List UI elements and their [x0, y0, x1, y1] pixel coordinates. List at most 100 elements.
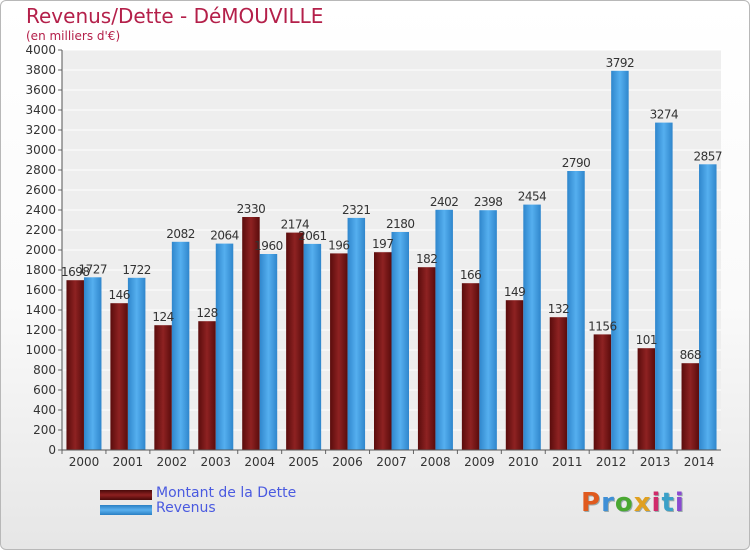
x-tick-label: 2006 — [332, 455, 363, 469]
bar-dette — [242, 217, 260, 450]
bar-dette — [286, 232, 304, 450]
bar-revenus — [171, 241, 190, 450]
data-label-revenus: 2790 — [562, 156, 591, 170]
bar-revenus — [435, 209, 453, 450]
x-tick-label: 2014 — [684, 455, 715, 469]
bar-dette — [110, 303, 128, 450]
data-label-dette: 1156 — [588, 319, 617, 333]
x-tick-label: 2005 — [288, 455, 319, 469]
y-tick-label: 0 — [48, 443, 56, 457]
x-tick-label: 2002 — [157, 455, 188, 469]
legend-swatch-dette — [100, 490, 152, 500]
data-label-dette: 124 — [152, 310, 173, 324]
x-tick-label: 2011 — [552, 455, 583, 469]
x-tick-label: 2001 — [113, 455, 144, 469]
bar-revenus — [303, 243, 322, 450]
y-tick-label: 3400 — [25, 103, 56, 117]
bar-revenus — [347, 217, 366, 450]
legend-label-revenus: Revenus — [156, 500, 216, 516]
data-label-revenus: 2857 — [694, 149, 723, 163]
x-tick-label: 2009 — [464, 455, 495, 469]
x-tick-label: 2007 — [376, 455, 407, 469]
y-tick-label: 200 — [33, 423, 56, 437]
data-label-revenus: 2454 — [518, 190, 547, 204]
y-tick-label: 800 — [33, 363, 56, 377]
bar-revenus — [83, 277, 102, 450]
bar-revenus — [127, 277, 146, 450]
bar-revenus — [391, 232, 409, 450]
data-label-dette: 182 — [416, 252, 437, 266]
x-tick-label: 2000 — [69, 455, 100, 469]
bar-dette — [198, 321, 216, 450]
data-label-dette: 149 — [504, 285, 525, 299]
data-label-dette: 1698 — [61, 265, 90, 279]
bar-dette — [681, 363, 700, 450]
y-tick-label: 2600 — [25, 183, 56, 197]
data-label-dette: 868 — [680, 348, 701, 362]
bar-revenus — [699, 164, 717, 451]
bar-revenus — [523, 204, 541, 450]
bar-revenus — [215, 243, 234, 450]
data-label-revenus: 2180 — [386, 217, 415, 231]
bar-dette — [417, 267, 436, 450]
y-tick-label: 1000 — [25, 343, 56, 357]
data-label-dette: 146 — [108, 288, 129, 302]
data-label-revenus: 2321 — [342, 203, 371, 217]
y-tick-label: 3200 — [25, 123, 56, 137]
data-label-revenus: 3274 — [650, 108, 679, 122]
data-label-dette: 197 — [372, 237, 393, 251]
y-tick-label: 3800 — [25, 63, 56, 77]
bar-dette — [505, 300, 524, 450]
proxiti-logo: Proxiti — [581, 488, 685, 518]
data-label-revenus: 2064 — [210, 229, 239, 243]
bar-dette — [154, 325, 172, 450]
y-tick-label: 2200 — [25, 223, 56, 237]
data-label-revenus: 1722 — [122, 263, 151, 277]
data-label-revenus: 2082 — [166, 227, 195, 241]
data-label-revenus: 1960 — [254, 239, 283, 253]
bar-revenus — [611, 70, 629, 451]
data-label-revenus: 1727 — [78, 262, 107, 276]
y-tick-label: 600 — [33, 383, 56, 397]
bar-dette — [637, 348, 656, 450]
data-label-dette: 128 — [196, 306, 217, 320]
data-label-revenus: 2402 — [430, 195, 459, 209]
y-tick-label: 1600 — [25, 283, 56, 297]
y-tick-label: 400 — [33, 403, 56, 417]
y-tick-label: 3000 — [25, 143, 56, 157]
x-tick-label: 2008 — [420, 455, 451, 469]
bar-revenus — [259, 254, 278, 450]
data-label-dette: 101 — [636, 333, 657, 347]
data-label-revenus: 2398 — [474, 195, 503, 209]
bar-dette — [66, 280, 84, 450]
data-label-dette: 2330 — [237, 202, 266, 216]
x-tick-label: 2003 — [200, 455, 231, 469]
data-label-dette: 166 — [460, 268, 481, 282]
data-label-dette: 132 — [548, 302, 569, 316]
y-tick-label: 1800 — [25, 263, 56, 277]
x-tick-label: 2013 — [640, 455, 671, 469]
y-tick-label: 2800 — [25, 163, 56, 177]
x-tick-label: 2010 — [508, 455, 539, 469]
y-tick-label: 1400 — [25, 303, 56, 317]
data-label-dette: 2174 — [281, 218, 310, 232]
bar-revenus — [655, 122, 673, 450]
bar-dette — [330, 253, 348, 450]
bar-dette — [593, 334, 612, 450]
bar-dette — [549, 317, 568, 450]
bar-dette — [461, 283, 480, 450]
legend-swatch-revenus — [100, 505, 152, 515]
data-label-dette: 196 — [328, 238, 349, 252]
chart-title: Revenus/Dette - DéMOUVILLE — [26, 4, 324, 28]
x-tick-label: 2004 — [244, 455, 275, 469]
x-tick-label: 2012 — [596, 455, 627, 469]
bar-revenus — [479, 210, 497, 450]
bar-dette — [374, 252, 392, 450]
y-tick-label: 3600 — [25, 83, 56, 97]
data-label-revenus: 2061 — [298, 229, 327, 243]
y-tick-label: 1200 — [25, 323, 56, 337]
bar-revenus — [567, 171, 585, 450]
data-label-revenus: 3792 — [606, 56, 635, 70]
legend-label-dette: Montant de la Dette — [156, 485, 297, 501]
